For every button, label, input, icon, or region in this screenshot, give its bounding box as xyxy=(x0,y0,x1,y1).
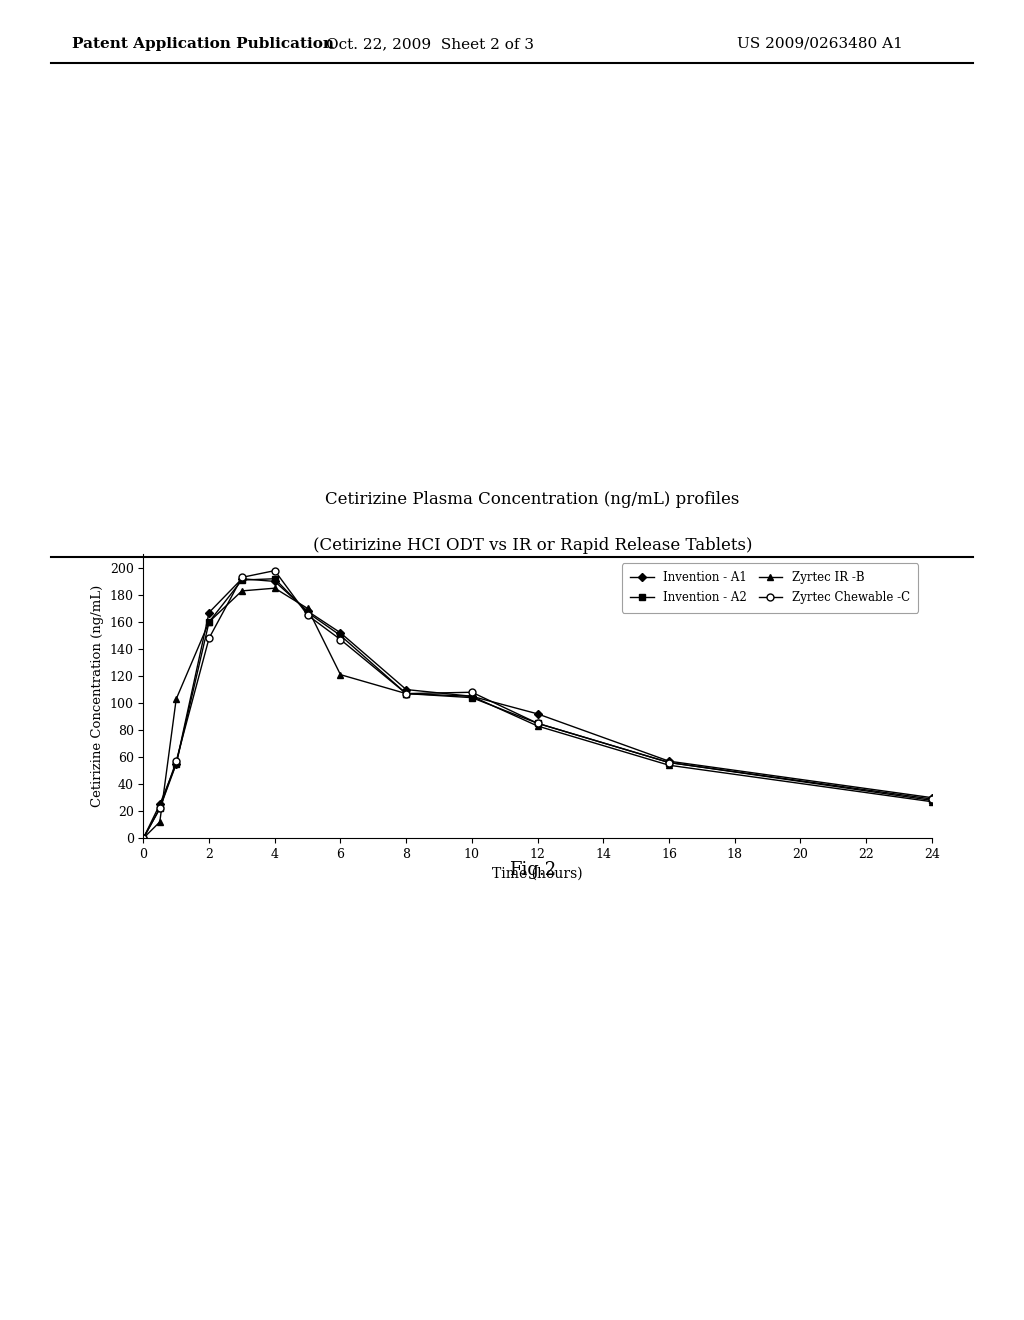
Zyrtec IR -B xyxy=(334,667,346,682)
Zyrtec IR -B xyxy=(663,758,675,774)
Invention - A1 xyxy=(268,573,281,589)
Zyrtec IR -B xyxy=(137,830,150,846)
Invention - A1 xyxy=(334,624,346,640)
Zyrtec IR -B xyxy=(301,601,313,616)
Zyrtec Chewable -C xyxy=(466,684,478,700)
Invention - A2 xyxy=(236,572,248,587)
Line: Invention - A2: Invention - A2 xyxy=(140,576,935,841)
Legend: Invention - A1, Invention - A2, Zyrtec IR -B, Zyrtec Chewable -C: Invention - A1, Invention - A2, Zyrtec I… xyxy=(622,564,919,612)
Invention - A2 xyxy=(334,627,346,643)
Invention - A1 xyxy=(466,689,478,705)
Zyrtec IR -B xyxy=(531,718,544,734)
Zyrtec Chewable -C xyxy=(154,800,166,816)
Zyrtec IR -B xyxy=(203,614,215,630)
Invention - A2 xyxy=(268,570,281,586)
Invention - A2 xyxy=(154,800,166,816)
Text: (Cetirizine HCI ODT vs IR or Rapid Release Tablets): (Cetirizine HCI ODT vs IR or Rapid Relea… xyxy=(312,537,753,554)
Invention - A1 xyxy=(301,603,313,619)
Invention - A2 xyxy=(301,605,313,620)
Y-axis label: Cetirizine Concentration (ng/mL): Cetirizine Concentration (ng/mL) xyxy=(91,585,104,808)
Zyrtec Chewable -C xyxy=(170,754,182,770)
Zyrtec IR -B xyxy=(268,581,281,597)
Invention - A2 xyxy=(203,614,215,630)
Text: Cetirizine Plasma Concentration (ng/mL) profiles: Cetirizine Plasma Concentration (ng/mL) … xyxy=(326,491,739,508)
Line: Zyrtec IR -B: Zyrtec IR -B xyxy=(140,585,935,842)
Invention - A2 xyxy=(531,715,544,731)
Zyrtec Chewable -C xyxy=(301,607,313,623)
Zyrtec IR -B xyxy=(926,793,938,809)
Text: Patent Application Publication: Patent Application Publication xyxy=(72,37,334,51)
Invention - A1 xyxy=(531,706,544,722)
Invention - A1 xyxy=(170,756,182,772)
Invention - A1 xyxy=(663,754,675,770)
Text: Oct. 22, 2009  Sheet 2 of 3: Oct. 22, 2009 Sheet 2 of 3 xyxy=(326,37,535,51)
Zyrtec Chewable -C xyxy=(400,685,413,701)
Invention - A2 xyxy=(926,792,938,808)
Zyrtec IR -B xyxy=(154,814,166,830)
Invention - A1 xyxy=(154,796,166,812)
Zyrtec Chewable -C xyxy=(531,715,544,731)
Zyrtec Chewable -C xyxy=(268,562,281,578)
Zyrtec Chewable -C xyxy=(334,632,346,648)
Invention - A1 xyxy=(926,789,938,805)
Invention - A2 xyxy=(400,685,413,701)
Zyrtec Chewable -C xyxy=(203,630,215,645)
Zyrtec IR -B xyxy=(466,689,478,705)
Zyrtec IR -B xyxy=(236,583,248,599)
Line: Zyrtec Chewable -C: Zyrtec Chewable -C xyxy=(140,568,935,842)
Zyrtec IR -B xyxy=(170,692,182,708)
Zyrtec Chewable -C xyxy=(926,791,938,807)
Invention - A2 xyxy=(137,830,150,846)
Invention - A2 xyxy=(466,690,478,706)
Zyrtec IR -B xyxy=(400,685,413,701)
X-axis label: Time (hours): Time (hours) xyxy=(493,866,583,880)
Zyrtec Chewable -C xyxy=(663,755,675,771)
Invention - A1 xyxy=(400,681,413,697)
Invention - A1 xyxy=(137,830,150,846)
Zyrtec Chewable -C xyxy=(137,830,150,846)
Text: Fig.2: Fig.2 xyxy=(509,861,556,879)
Invention - A2 xyxy=(170,756,182,772)
Text: US 2009/0263480 A1: US 2009/0263480 A1 xyxy=(737,37,903,51)
Line: Invention - A1: Invention - A1 xyxy=(140,576,935,841)
Zyrtec Chewable -C xyxy=(236,569,248,585)
Invention - A2 xyxy=(663,755,675,771)
Invention - A1 xyxy=(236,570,248,586)
Invention - A1 xyxy=(203,605,215,620)
